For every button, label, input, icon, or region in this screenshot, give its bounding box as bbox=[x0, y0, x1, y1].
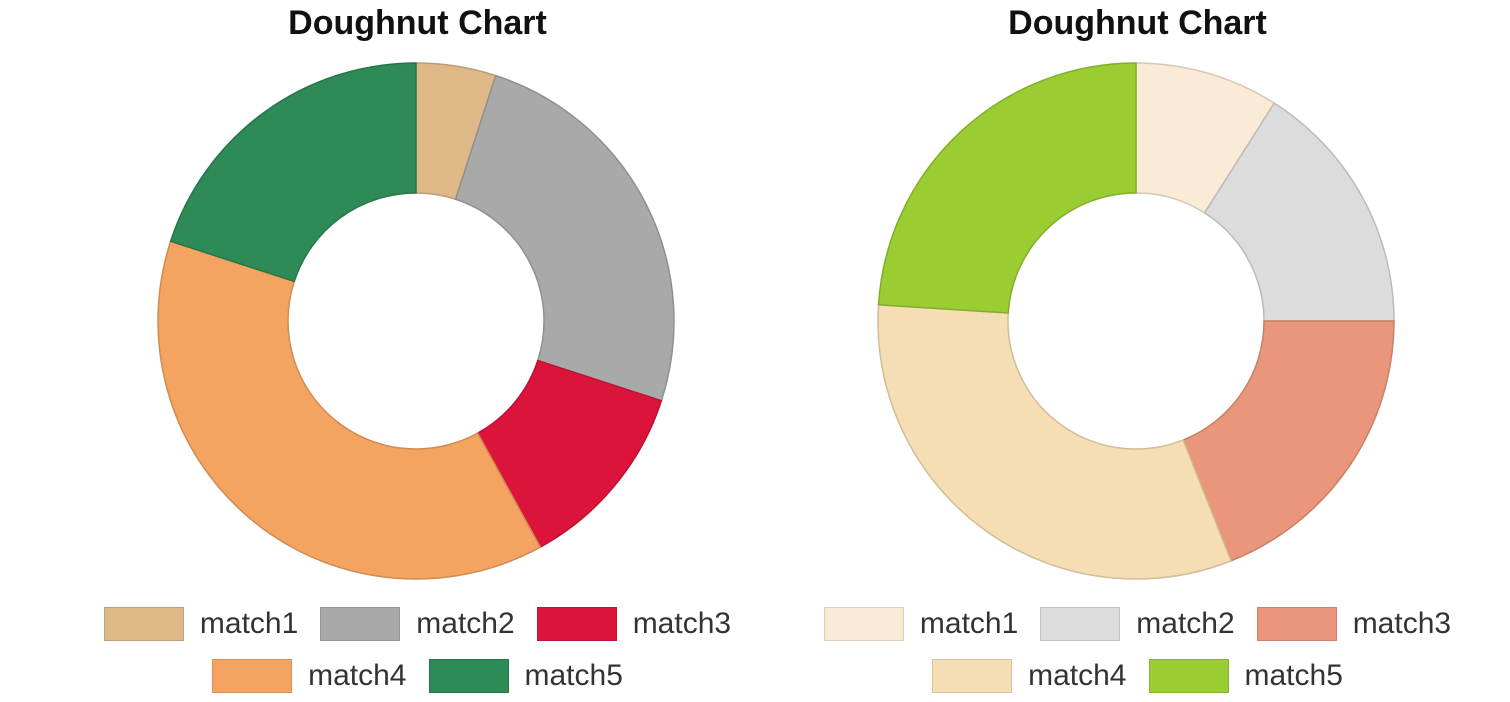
legend-label: match5 bbox=[1244, 659, 1343, 692]
slice-match5[interactable] bbox=[169, 62, 417, 283]
chart-legend: match1 match2 match3 match4 match5 bbox=[0, 598, 835, 702]
legend-swatch bbox=[1148, 659, 1229, 693]
legend-label: match5 bbox=[524, 659, 623, 692]
legend-item-match2[interactable]: match2 bbox=[1040, 607, 1235, 641]
legend-swatch bbox=[320, 607, 401, 641]
legend-label: match3 bbox=[632, 607, 732, 640]
legend-swatch bbox=[1040, 607, 1121, 641]
slice-match2[interactable] bbox=[1203, 102, 1395, 322]
legend-swatch bbox=[1256, 607, 1337, 641]
legend-row: match1 match2 match3 bbox=[0, 598, 835, 650]
legend-row: match4 match5 bbox=[0, 650, 835, 702]
legend-item-match4[interactable]: match4 bbox=[932, 659, 1127, 693]
chart-legend: match1 match2 match3 match4 match5 bbox=[720, 598, 1510, 702]
legend-item-match3[interactable]: match3 bbox=[1256, 607, 1452, 641]
slice-match3[interactable] bbox=[1182, 320, 1395, 562]
legend-swatch bbox=[212, 659, 293, 693]
chart-title: Doughnut Chart bbox=[288, 4, 547, 42]
slice-match4[interactable] bbox=[157, 240, 542, 580]
chart-title: Doughnut Chart bbox=[1008, 4, 1267, 42]
slice-match4[interactable] bbox=[877, 304, 1232, 580]
slice-match2[interactable] bbox=[454, 74, 675, 402]
legend-row: match1 match2 match3 bbox=[720, 598, 1510, 650]
legend-item-match3[interactable]: match3 bbox=[536, 607, 732, 641]
donut-plot bbox=[877, 62, 1395, 580]
legend-label: match1 bbox=[919, 607, 1019, 640]
legend-swatch bbox=[103, 607, 184, 641]
legend-label: match2 bbox=[1136, 607, 1235, 640]
legend-swatch bbox=[932, 659, 1013, 693]
doughnut-chart-right: Doughnut Chart match1 match2 match3 match4 m… bbox=[720, 0, 1475, 698]
donut-plot bbox=[157, 62, 675, 580]
legend-item-match2[interactable]: match2 bbox=[320, 607, 515, 641]
legend-item-match1[interactable]: match1 bbox=[823, 607, 1019, 641]
legend-item-match5[interactable]: match5 bbox=[428, 659, 623, 693]
legend-label: match4 bbox=[308, 659, 407, 692]
legend-item-match1[interactable]: match1 bbox=[103, 607, 299, 641]
slice-match5[interactable] bbox=[877, 62, 1137, 314]
legend-swatch bbox=[428, 659, 509, 693]
legend-label: match4 bbox=[1028, 659, 1127, 692]
legend-item-match5[interactable]: match5 bbox=[1148, 659, 1343, 693]
legend-item-match4[interactable]: match4 bbox=[212, 659, 407, 693]
legend-swatch bbox=[536, 607, 617, 641]
doughnut-chart-left: Doughnut Chart match1 match2 match3 match4 m… bbox=[0, 0, 755, 698]
legend-label: match1 bbox=[199, 607, 299, 640]
legend-label: match3 bbox=[1352, 607, 1452, 640]
legend-row: match4 match5 bbox=[720, 650, 1510, 702]
legend-label: match2 bbox=[416, 607, 515, 640]
legend-swatch bbox=[823, 607, 904, 641]
